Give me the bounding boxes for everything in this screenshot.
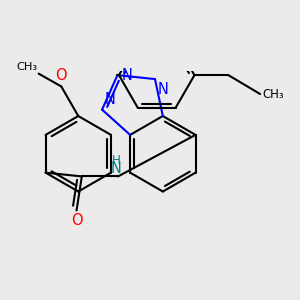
Text: CH₃: CH₃ — [16, 62, 37, 72]
Text: N: N — [105, 92, 116, 106]
Text: CH₃: CH₃ — [262, 88, 284, 101]
Text: H: H — [112, 154, 121, 167]
Text: N: N — [158, 82, 169, 97]
Text: O: O — [56, 68, 67, 83]
Text: N: N — [111, 161, 122, 176]
Text: N: N — [122, 68, 133, 83]
Text: O: O — [71, 213, 82, 228]
